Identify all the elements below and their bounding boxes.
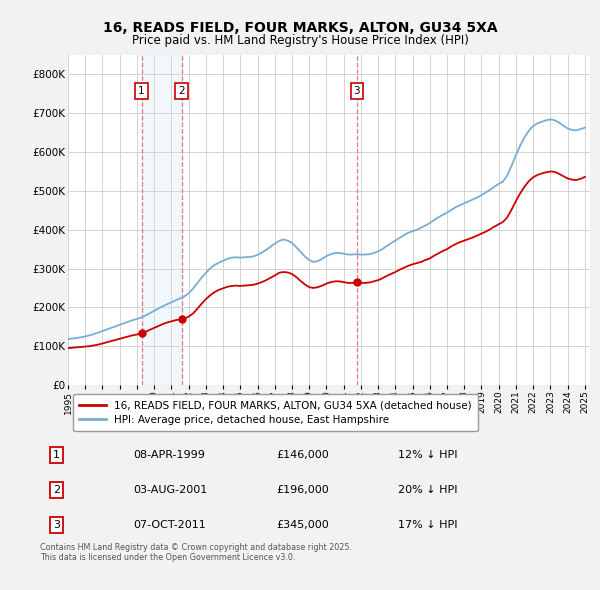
Text: 3: 3	[53, 520, 60, 530]
Bar	[142, 55, 182, 385]
Text: 16, READS FIELD, FOUR MARKS, ALTON, GU34 5XA: 16, READS FIELD, FOUR MARKS, ALTON, GU34…	[103, 21, 497, 35]
Text: Contains HM Land Registry data © Crown copyright and database right 2025.
This d: Contains HM Land Registry data © Crown c…	[40, 543, 352, 562]
Text: 17% ↓ HPI: 17% ↓ HPI	[398, 520, 457, 530]
Legend: 16, READS FIELD, FOUR MARKS, ALTON, GU34 5XA (detached house), HPI: Average pric: 16, READS FIELD, FOUR MARKS, ALTON, GU34…	[73, 394, 478, 431]
Text: 1: 1	[53, 450, 60, 460]
Text: 3: 3	[353, 86, 360, 96]
Text: 1: 1	[138, 86, 145, 96]
Text: Price paid vs. HM Land Registry's House Price Index (HPI): Price paid vs. HM Land Registry's House …	[131, 34, 469, 47]
Text: 2: 2	[178, 86, 185, 96]
Text: 12% ↓ HPI: 12% ↓ HPI	[398, 450, 457, 460]
Text: £196,000: £196,000	[277, 485, 329, 495]
Text: 07-OCT-2011: 07-OCT-2011	[133, 520, 206, 530]
Text: 20% ↓ HPI: 20% ↓ HPI	[398, 485, 457, 495]
Text: £146,000: £146,000	[277, 450, 329, 460]
Text: 2: 2	[53, 485, 60, 495]
Text: 03-AUG-2001: 03-AUG-2001	[133, 485, 208, 495]
Text: £345,000: £345,000	[277, 520, 329, 530]
Text: 08-APR-1999: 08-APR-1999	[133, 450, 205, 460]
